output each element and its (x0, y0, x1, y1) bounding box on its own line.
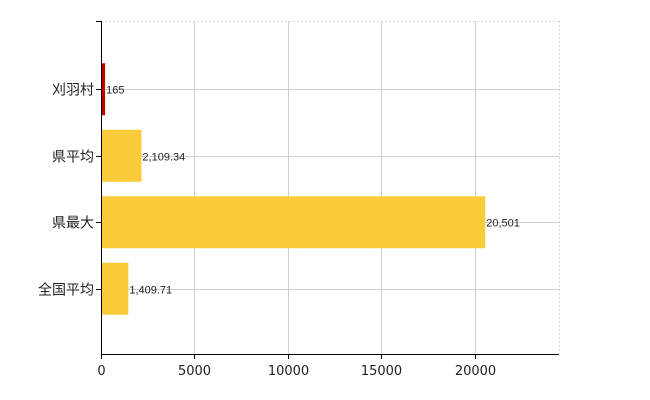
data-label: 165 (106, 85, 124, 97)
x-tick-label: 5000 (178, 364, 211, 379)
category-label: 県最大 (52, 216, 94, 232)
x-tick-label: 0 (97, 364, 105, 379)
category-label: 県平均 (52, 150, 94, 166)
grid-lines (101, 21, 560, 354)
axes (96, 21, 559, 359)
x-tick-label: 15000 (361, 364, 402, 379)
bar-2 (102, 196, 486, 249)
data-label: 2,109.34 (142, 152, 185, 164)
bar-0 (102, 63, 106, 116)
category-label: 刈羽村 (52, 83, 94, 99)
category-label: 全国平均 (38, 282, 94, 299)
bars (102, 63, 486, 315)
data-label: 20,501 (486, 218, 520, 230)
bar-1 (102, 129, 142, 182)
x-tick-label: 20000 (455, 364, 496, 379)
bar-3 (102, 262, 129, 315)
x-tick-label: 10000 (268, 364, 309, 379)
data-label: 1,409.71 (129, 285, 172, 297)
